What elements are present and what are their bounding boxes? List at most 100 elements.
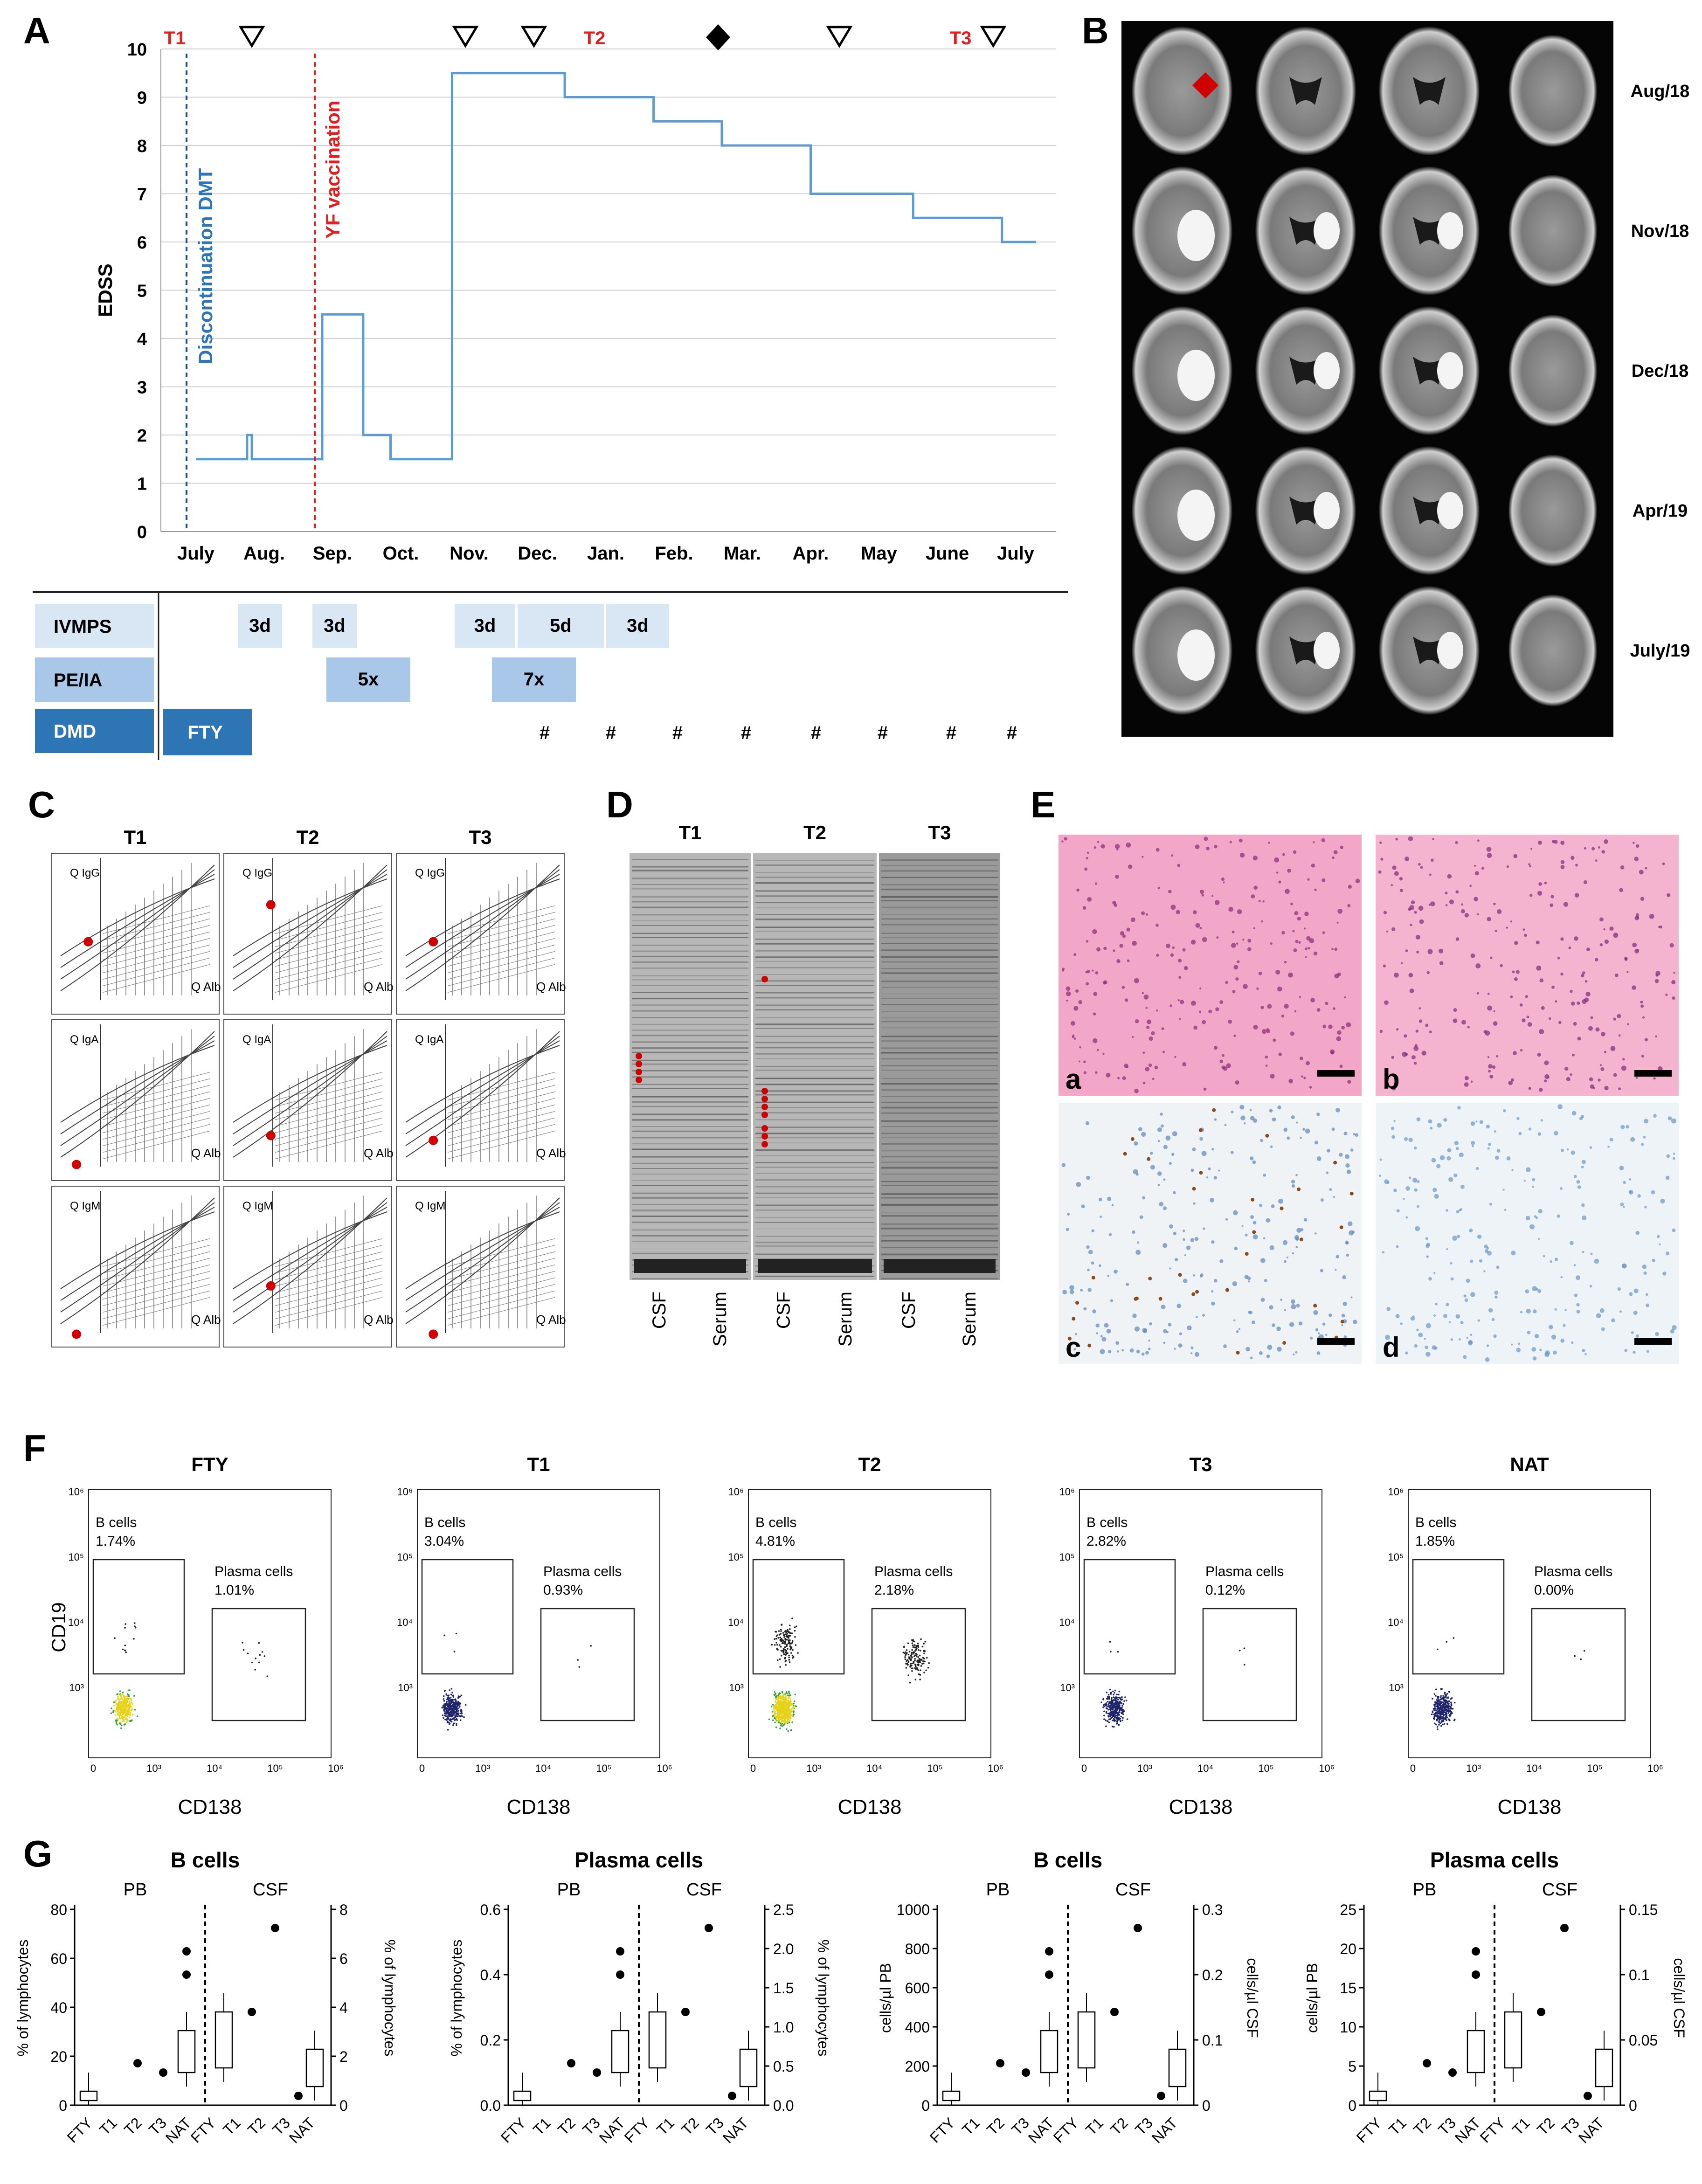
reiber-curve [233, 878, 387, 956]
reiber-hatch [275, 1124, 383, 1153]
y-tick-left: 0.2 [480, 2032, 501, 2049]
event-dot [1109, 1641, 1111, 1643]
nucleus-dot [1316, 1156, 1321, 1161]
box [305, 2048, 324, 2087]
event-dot [1433, 1715, 1436, 1717]
nucleus-dot [1510, 995, 1513, 998]
flow-y-tick: 10³ [1389, 1682, 1404, 1693]
event-dot [777, 1637, 779, 1639]
nucleus-dot [1432, 1188, 1437, 1192]
y-tick-left: 10 [1340, 2019, 1356, 2036]
event-dot [127, 1707, 129, 1709]
nucleus-dot [1194, 1352, 1200, 1357]
nucleus-dot [1306, 1061, 1310, 1065]
y-tick-right: 2.5 [773, 1901, 794, 1918]
nucleus-dot [1240, 1115, 1245, 1120]
nucleus-dot [1513, 854, 1518, 858]
event-dot [779, 1701, 781, 1703]
nucleus-dot [1645, 867, 1647, 870]
stained-cell-dot [1333, 1161, 1337, 1165]
nucleus-dot [1290, 1031, 1294, 1036]
nucleus-dot [1086, 982, 1089, 986]
event-dot [788, 1659, 790, 1661]
stained-cell-dot [1265, 1133, 1269, 1138]
nucleus-dot [1405, 949, 1408, 953]
event-dot [775, 1638, 777, 1640]
mri-ventricle [1289, 497, 1322, 525]
band-marker [761, 1104, 768, 1110]
reiber-curve [60, 1211, 215, 1289]
nucleus-dot [1527, 1022, 1532, 1027]
gel-lane-label: Serum [959, 1292, 980, 1347]
event-dot [117, 1714, 119, 1715]
category-label: T1 [1082, 2114, 1107, 2138]
nucleus-dot [1085, 1121, 1090, 1126]
nucleus-dot [1331, 856, 1335, 859]
nucleus-dot [1115, 874, 1119, 879]
event-dot [785, 1728, 788, 1730]
reiber-curve [233, 1040, 387, 1134]
histology-letter: b [1383, 1064, 1400, 1095]
nucleus-dot [1250, 1356, 1253, 1360]
event-dot [1444, 1711, 1446, 1714]
box [1077, 2011, 1096, 2069]
nucleus-dot [1292, 1252, 1294, 1255]
nucleus-dot [1581, 1115, 1584, 1119]
nucleus-dot [1295, 1174, 1298, 1176]
y-tick-right: 0.1 [1629, 1967, 1649, 1984]
nucleus-dot [1528, 1127, 1532, 1131]
event-dot [1114, 1692, 1116, 1694]
reiber-curve [405, 878, 560, 956]
event-dot [771, 1644, 773, 1646]
nucleus-dot [1195, 923, 1200, 928]
nucleus-dot [1335, 1108, 1340, 1113]
nucleus-dot [1488, 1070, 1491, 1073]
y-tick-right: 0.0 [773, 2097, 794, 2114]
nucleus-dot [1193, 1274, 1195, 1277]
y-tick-left: 0 [59, 2097, 67, 2114]
event-dot [1113, 1696, 1114, 1698]
reiber-curve [405, 1211, 560, 1289]
ivmps-block-label: 3d [249, 615, 271, 636]
bcell-gate-percent: 2.82% [1086, 1534, 1126, 1549]
event-dot [783, 1636, 785, 1638]
nucleus-dot [1448, 1321, 1451, 1324]
nucleus-dot [1453, 1173, 1458, 1177]
nucleus-dot [1475, 1120, 1478, 1123]
nucleus-dot [1069, 1290, 1074, 1294]
nucleus-dot [1270, 1074, 1275, 1079]
nucleus-dot [1093, 1012, 1096, 1016]
event-dot [258, 1642, 260, 1644]
event-dot [915, 1665, 917, 1667]
event-dot [780, 1725, 782, 1727]
nucleus-dot [1673, 1153, 1675, 1155]
nucleus-dot [1571, 1002, 1575, 1006]
nucleus-dot [1223, 881, 1225, 884]
box [739, 2048, 758, 2087]
event-dot [906, 1653, 907, 1655]
y-tick-left: 0.6 [480, 1901, 501, 1918]
event-dot [126, 1700, 129, 1702]
nucleus-dot [1170, 953, 1174, 957]
nucleus-dot [1284, 1309, 1286, 1311]
nucleus-dot [1121, 1349, 1124, 1352]
event-dot [115, 1719, 117, 1721]
nucleus-dot [1671, 1118, 1676, 1124]
event-dot [447, 1716, 449, 1718]
nucleus-dot [1504, 1209, 1507, 1211]
nucleus-dot [1149, 1036, 1153, 1041]
reiber-hatch [447, 1284, 555, 1313]
reiber-curve [405, 1207, 560, 1301]
event-dot [1443, 1706, 1446, 1708]
stained-cell-dot [1339, 1225, 1343, 1230]
nucleus-dot [1126, 1065, 1129, 1069]
event-dot [448, 1705, 450, 1707]
reiber-curve [405, 874, 560, 968]
nucleus-dot [1344, 1154, 1349, 1159]
nucleus-dot [1645, 1293, 1648, 1296]
event-dot [923, 1650, 925, 1652]
reiber-hatch [275, 1291, 383, 1319]
event-dot [133, 1695, 135, 1697]
